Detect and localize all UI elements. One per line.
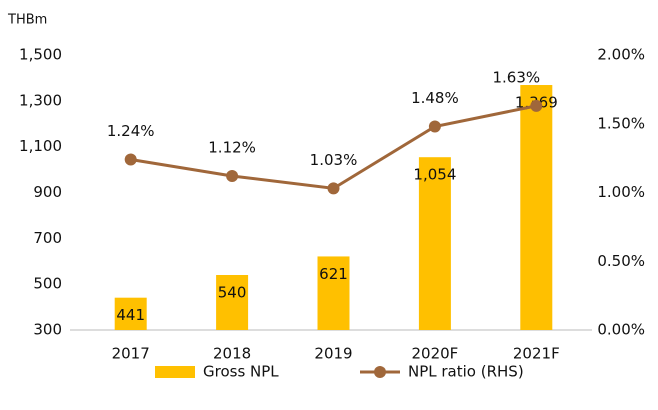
line-marker [226, 170, 239, 182]
line-marker [327, 182, 340, 195]
x-tick-label: 2017 [112, 345, 150, 363]
line-marker [428, 120, 441, 133]
bar [216, 275, 249, 330]
legend-swatch [374, 366, 386, 378]
line-value-label: 1.48% [411, 89, 459, 107]
line-value-label: 1.03% [310, 151, 358, 169]
line-value-label: 1.24% [107, 122, 155, 140]
y2-tick-label: 1.00% [597, 183, 645, 201]
legend-label: NPL ratio (RHS) [408, 363, 524, 381]
bar-value-label: 441 [116, 306, 145, 324]
y2-tick-label: 2.00% [597, 46, 645, 64]
x-tick-label: 2020F [411, 345, 458, 363]
x-tick-label: 2019 [314, 345, 352, 363]
line-value-label: 1.12% [208, 139, 256, 157]
line-value-label: 1.63% [492, 68, 540, 86]
line-marker [124, 153, 137, 166]
x-tick-label: 2021F [513, 345, 560, 363]
line-marker [530, 99, 543, 112]
y-tick-label: 300 [33, 321, 62, 339]
bar [317, 256, 350, 330]
y-tick-label: 900 [33, 183, 62, 201]
y2-tick-label: 1.50% [597, 114, 645, 132]
y-tick-label: 700 [33, 229, 62, 247]
y-tick-label: 1,300 [19, 91, 62, 109]
y2-tick-label: 0.00% [597, 321, 645, 339]
legend-label: Gross NPL [203, 363, 279, 381]
bar [520, 85, 553, 330]
y-tick-label: 500 [33, 275, 62, 293]
line [130, 104, 537, 190]
y-tick-label: 1,500 [19, 46, 62, 64]
bar-value-label: 540 [218, 284, 247, 302]
bar-value-label: 621 [319, 265, 348, 283]
legend-swatch [155, 366, 195, 378]
x-tick-label: 2018 [213, 345, 251, 363]
unit-label: THBm [7, 13, 47, 28]
bar [418, 157, 451, 330]
y-tick-label: 1,100 [19, 137, 62, 155]
bar-value-label: 1,054 [413, 166, 456, 184]
bar [114, 297, 147, 330]
y2-tick-label: 0.50% [597, 252, 645, 270]
